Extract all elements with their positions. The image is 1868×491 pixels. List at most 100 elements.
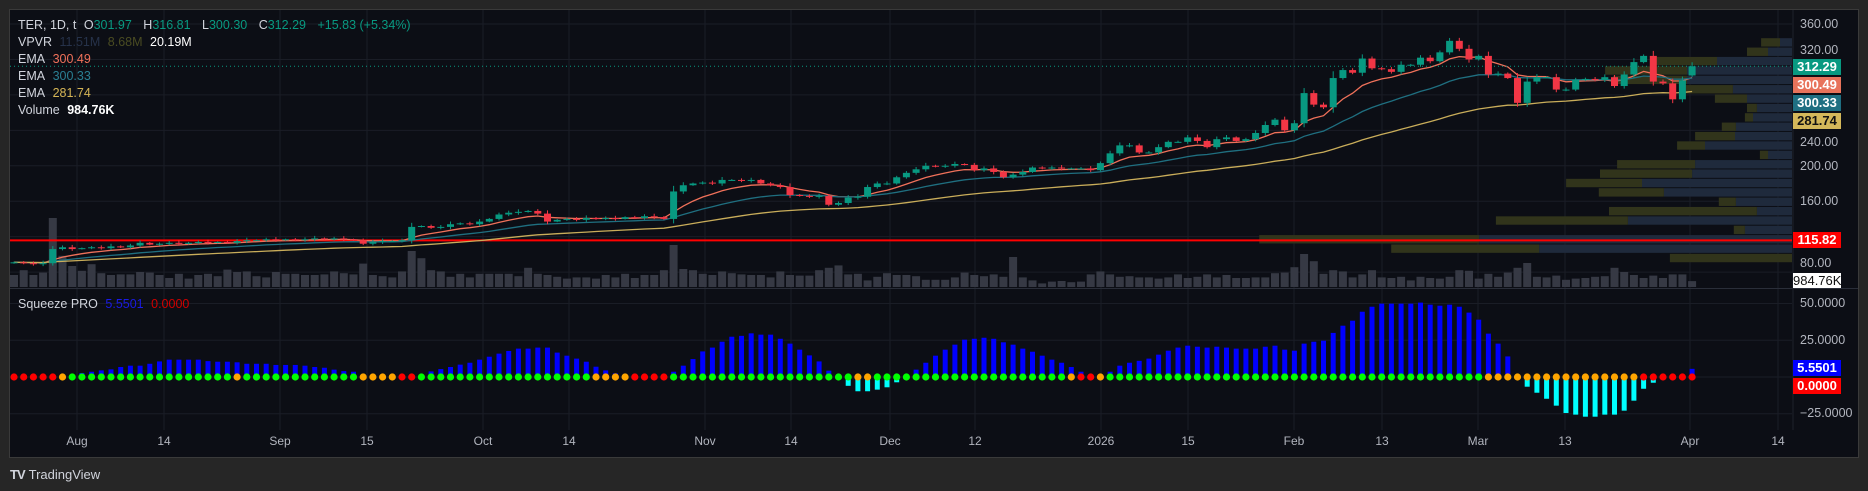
candle-body (1659, 81, 1667, 84)
squeeze-bar (477, 359, 483, 377)
squeeze-dot (204, 373, 212, 381)
squeeze-bar (292, 364, 298, 377)
candle-body (1145, 152, 1153, 154)
squeeze-dot (146, 373, 154, 381)
candle-body (466, 223, 474, 225)
ema2-legend[interactable]: EMA 300.33 (18, 68, 95, 84)
candle-body (1407, 64, 1415, 66)
candle (1213, 136, 1221, 150)
volume-bar (1193, 276, 1202, 287)
candle (689, 182, 697, 186)
volume-bar (349, 274, 358, 287)
volume-bar (669, 245, 678, 287)
candle-body (835, 202, 842, 205)
chart-panel[interactable] (9, 9, 1859, 458)
candle (291, 238, 299, 242)
candle-body (330, 238, 338, 240)
candle-body (156, 243, 163, 245)
candle-body (1562, 89, 1570, 91)
volume-bar (1474, 278, 1483, 287)
volume-bar (873, 276, 882, 287)
squeeze-bar (1136, 360, 1142, 377)
squeeze-bar (1272, 345, 1278, 377)
volume-bar (184, 278, 193, 287)
candle-body (1620, 74, 1628, 87)
candle (544, 210, 551, 225)
candle (88, 245, 96, 250)
squeeze-bar (1408, 303, 1414, 377)
candle (980, 166, 988, 172)
volume-bar (39, 272, 48, 287)
candle-body (1572, 79, 1580, 90)
volume-bar (1300, 254, 1309, 287)
volume-bar (1047, 281, 1056, 287)
volume-bar (989, 274, 998, 287)
vpvr-up-bar (1687, 66, 1792, 75)
squeeze-dot (1387, 373, 1395, 381)
candle-body (39, 263, 47, 265)
squeeze-bar (690, 359, 696, 377)
squeeze-dot (1319, 373, 1328, 381)
ema1-price-tag: 300.49 (1793, 77, 1841, 93)
ema1-legend[interactable]: EMA 300.49 (18, 51, 95, 67)
volume-bar (1174, 274, 1182, 287)
time-tick: 15 (360, 434, 374, 448)
squeeze-bar (583, 361, 589, 377)
squeeze-dot (902, 373, 911, 381)
candle (1135, 143, 1143, 154)
candle-body (660, 217, 668, 219)
candle-body (1426, 57, 1434, 62)
volume-bar (1629, 275, 1638, 287)
candle-body (359, 240, 367, 244)
candle (1572, 77, 1580, 92)
symbol-info[interactable]: TER, 1D, t (18, 18, 77, 32)
squeeze-dot (282, 373, 290, 381)
candle (1164, 140, 1172, 149)
squeeze-bar (913, 369, 919, 377)
squeeze-bar (1194, 346, 1200, 377)
volume-bar (368, 275, 377, 287)
squeeze-dot (931, 373, 940, 381)
volume-bar (1009, 257, 1018, 287)
squeeze-legend[interactable]: Squeeze PRO 5.5501 0.0000 (18, 296, 193, 312)
candle-body (718, 179, 726, 184)
symbol-legend[interactable]: TER, 1D, t O301.97 H316.81 L300.30 C312.… (18, 17, 415, 33)
squeeze-bar (1243, 348, 1249, 377)
volume-bar (960, 272, 969, 287)
vpvr-up-bar (1753, 113, 1792, 122)
volume-bar (194, 275, 203, 287)
vpvr-legend[interactable]: VPVR 11.51M 8.68M 20.19M (18, 34, 196, 50)
candle-body (1378, 68, 1386, 70)
candle-body (107, 246, 115, 249)
candle (1038, 166, 1046, 170)
candle (456, 222, 464, 226)
volume-legend[interactable]: Volume 984.76K (18, 102, 118, 118)
volume-bar (524, 267, 533, 287)
squeeze-bar (215, 361, 221, 377)
squeeze-dot (805, 373, 814, 381)
candle (476, 219, 484, 227)
volume-bar (1271, 273, 1279, 287)
candle-body (1252, 132, 1260, 140)
candle-body (1649, 55, 1657, 82)
candle (1184, 134, 1192, 144)
volume-bar (805, 275, 814, 287)
squeeze-dot (980, 373, 988, 381)
squeeze-bar (1282, 349, 1288, 377)
candle-body (1504, 73, 1512, 79)
price-tick: 80.00 (1800, 256, 1832, 270)
candle (340, 236, 348, 242)
candle (1417, 55, 1424, 67)
candle-body (1601, 77, 1609, 80)
squeeze-bar (331, 369, 337, 377)
candle-body (912, 169, 920, 173)
squeeze-bar (991, 338, 997, 377)
candle (1290, 120, 1298, 133)
volume-bar (1125, 276, 1134, 287)
volume-bar (1513, 267, 1522, 287)
squeeze-bar (224, 361, 230, 377)
ema3-legend[interactable]: EMA 281.74 (18, 85, 95, 101)
open-value: 301.97 (93, 18, 132, 32)
candle (708, 180, 716, 186)
